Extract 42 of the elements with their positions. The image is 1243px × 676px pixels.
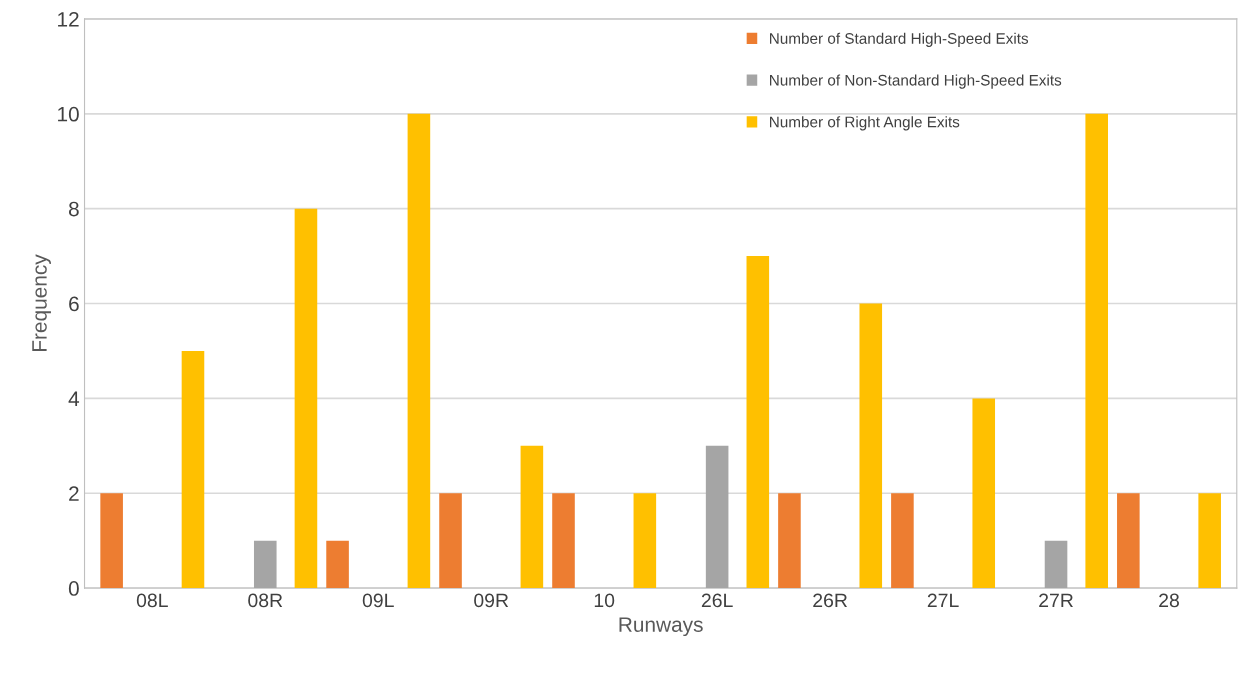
x-tick-label: 27L <box>927 593 959 608</box>
bar <box>520 445 544 589</box>
x-tick-label: 28 <box>1159 593 1179 608</box>
x-axis-title: Runways <box>619 617 703 637</box>
y-tick-label: 12 <box>58 11 79 27</box>
bar <box>1085 113 1108 589</box>
bar <box>1044 540 1068 589</box>
x-tick-label: 08R <box>248 593 283 608</box>
bar <box>253 540 277 589</box>
x-tick-label: 26L <box>701 593 733 608</box>
legend-label: Number of Standard High-Speed Exits <box>770 32 1029 47</box>
x-tick-label: 08L <box>136 593 168 608</box>
x-tick-label: 10 <box>594 593 615 608</box>
x-tick-label: 09L <box>362 593 394 608</box>
bar <box>100 493 123 589</box>
bar <box>972 398 996 589</box>
y-tick-label: 8 <box>68 201 79 217</box>
bar <box>1117 493 1140 589</box>
legend-label: Number of Non-Standard High-Speed Exits <box>770 74 1062 89</box>
bar <box>746 256 770 589</box>
bar <box>552 493 575 589</box>
bar <box>859 303 883 589</box>
y-tick-label: 10 <box>58 106 79 122</box>
y-axis-title: Frequency <box>32 254 51 352</box>
bar <box>778 493 801 589</box>
bar <box>1198 493 1221 589</box>
bar <box>439 493 462 589</box>
y-tick-label: 2 <box>69 486 79 501</box>
bar <box>705 445 729 589</box>
bar <box>891 493 914 589</box>
x-tick-label: 09R <box>474 593 509 608</box>
y-tick-label: 4 <box>68 391 80 406</box>
bar <box>633 493 657 589</box>
x-tick-label: 26R <box>813 593 848 608</box>
x-tick-label: 27R <box>1039 593 1073 608</box>
legend-label: Number of Right Angle Exits <box>770 116 960 131</box>
y-tick-label: 0 <box>68 581 79 596</box>
bar <box>181 350 205 589</box>
bar <box>294 208 318 589</box>
bar <box>407 113 431 589</box>
bar <box>326 540 349 589</box>
y-tick-label: 6 <box>69 296 79 312</box>
